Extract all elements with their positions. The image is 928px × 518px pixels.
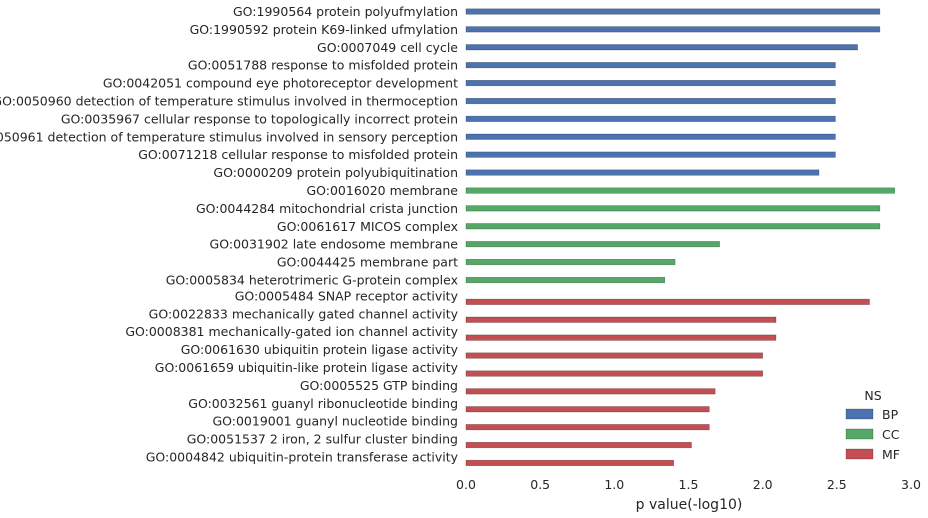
bars-group (465, 8, 896, 467)
category-label: GO:0042051 compound eye photoreceptor de… (103, 76, 458, 91)
bar-go-0005834 (465, 276, 666, 284)
category-label: GO:0000209 protein polyubiquitination (213, 165, 458, 180)
bar-go-0016020 (465, 187, 896, 194)
category-label: GO:0004842 ubiquitin-protein transferase… (146, 450, 459, 465)
category-label: GO:0035967 cellular response to topologi… (61, 111, 458, 126)
category-labels-group: GO:1990564 protein polyufmylation GO:1990… (0, 4, 459, 465)
bar-go-0005484 (465, 298, 870, 305)
bar-go-0071218 (465, 151, 836, 158)
category-label: GO:0044284 mitochondrial crista junction (196, 201, 458, 216)
x-tick-label: 2.5 (827, 477, 847, 492)
legend-label-mf: MF (882, 447, 900, 462)
bar-go-0008381 (465, 334, 777, 341)
bar-go-0061630 (465, 352, 764, 359)
legend-swatch-cc (845, 428, 874, 440)
category-label: GO:1990592 protein K69-linked ufmylation (190, 22, 458, 37)
category-label: GO:0061617 MICOS complex (277, 219, 458, 234)
bar-go-0061659 (465, 370, 764, 377)
category-label: GO:0051537 2 iron, 2 sulfur cluster bind… (187, 432, 458, 447)
category-label: GO:0050960 detection of temperature stim… (0, 94, 458, 109)
legend: NS BP CC MF (845, 388, 900, 462)
legend-swatch-bp (845, 408, 874, 420)
legend-title: NS (864, 388, 881, 403)
category-label: GO:0050961 detection of temperature stim… (0, 129, 458, 144)
category-label: GO:1990564 protein polyufmylation (233, 4, 458, 19)
x-axis-label: p value(-log10) (636, 497, 743, 513)
x-tick-label: 1.5 (679, 477, 699, 492)
category-label: GO:0016020 membrane (306, 183, 458, 198)
legend-label-cc: CC (882, 427, 900, 442)
category-label: GO:0071218 cellular response to misfolde… (138, 147, 458, 162)
bar-go-0051537 (465, 441, 692, 449)
x-tick-label: 0.5 (530, 477, 550, 492)
bar-go-1990592 (465, 26, 881, 33)
category-label: GO:0031902 late endosome membrane (210, 237, 459, 252)
bar-go-0044425 (465, 258, 676, 266)
category-label: GO:0032561 guanyl ribonucleotide binding (188, 396, 458, 411)
legend-swatch-mf (845, 448, 874, 460)
category-label: GO:0005834 heterotrimeric G-protein comp… (166, 273, 458, 288)
category-label: GO:0061659 ubiquitin-like protein ligase… (155, 360, 459, 375)
x-tick-label: 1.0 (604, 477, 624, 492)
bar-go-0019001 (465, 424, 710, 431)
category-label: GO:0005525 GTP binding (300, 378, 458, 393)
bar-go-0042051 (465, 80, 836, 87)
bar-go-0061617 (465, 223, 881, 230)
bar-go-0035967 (465, 115, 836, 122)
category-label: GO:0061630 ubiquitin protein ligase acti… (181, 342, 459, 357)
category-label: GO:0005484 SNAP receptor activity (235, 288, 459, 303)
bar-go-0022833 (465, 316, 777, 323)
bar-go-0044284 (465, 205, 881, 212)
bar-go-0051788 (465, 62, 836, 69)
bar-go-0004842 (465, 459, 674, 467)
category-label: GO:0007049 cell cycle (317, 40, 458, 55)
bar-go-0005525 (465, 388, 716, 395)
category-label: GO:0051788 response to misfolded protein (188, 58, 458, 73)
bar-go-0031902 (465, 241, 720, 248)
category-label: GO:0008381 mechanically-gated ion channe… (125, 324, 458, 339)
bar-go-0007049 (465, 44, 858, 51)
bar-go-0050960 (465, 98, 836, 105)
category-label: GO:0019001 guanyl nucleotide binding (212, 414, 458, 429)
x-tick-label: 3.0 (901, 477, 921, 492)
x-tick-label: 0.0 (456, 477, 476, 492)
bar-go-0032561 (465, 406, 710, 413)
bar-go-0000209 (465, 169, 820, 176)
x-tick-labels-group: 0.0 0.5 1.0 1.5 2.0 2.5 3.0 (456, 477, 921, 492)
x-tick-label: 2.0 (753, 477, 773, 492)
category-label: GO:0044425 membrane part (277, 255, 458, 270)
legend-label-bp: BP (882, 407, 899, 422)
category-label: GO:0022833 mechanically gated channel ac… (149, 306, 459, 321)
bar-go-1990564 (465, 8, 881, 15)
bar-go-0050961 (465, 133, 836, 140)
